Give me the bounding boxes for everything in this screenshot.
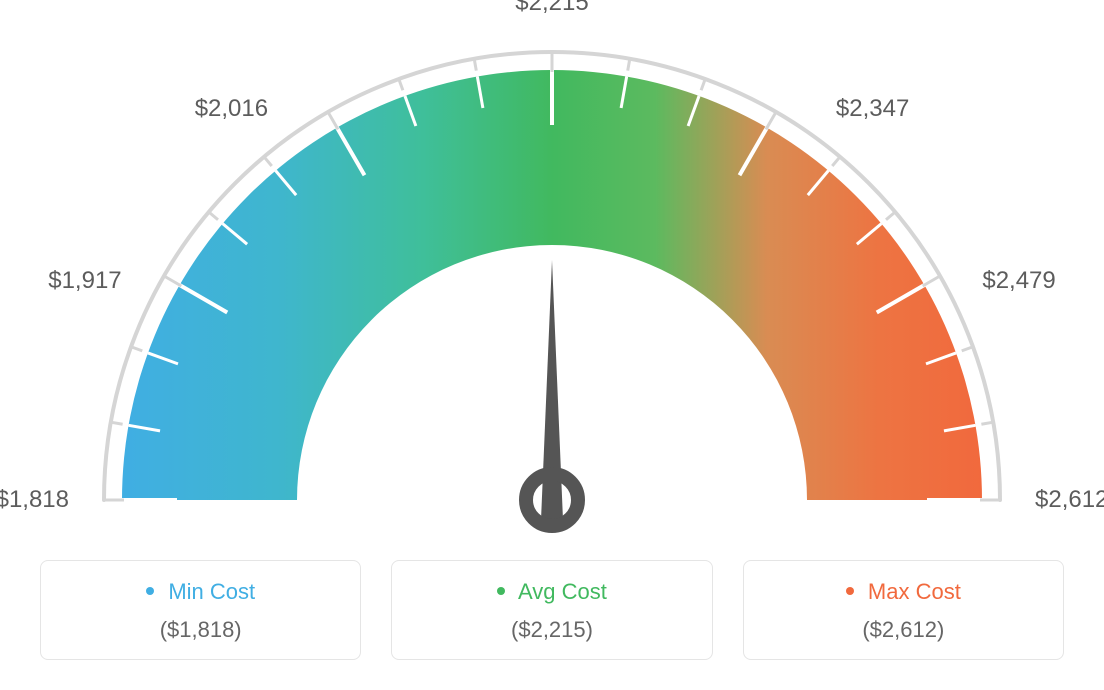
gauge-tick-label: $1,917 [48, 267, 121, 295]
legend-card-avg: Avg Cost ($2,215) [391, 560, 712, 660]
gauge-tick-label: $2,612 [1035, 486, 1104, 514]
legend-dot-max [846, 587, 854, 595]
legend-title-text-avg: Avg Cost [518, 579, 607, 604]
legend-title-avg: Avg Cost [402, 579, 701, 605]
gauge-tick-label: $1,818 [0, 486, 69, 514]
gauge-tick-label: $2,215 [515, 0, 588, 17]
legend-title-text-max: Max Cost [868, 579, 961, 604]
legend-value-max: ($2,612) [754, 617, 1053, 643]
gauge-tick-label: $2,479 [982, 267, 1055, 295]
chart-container: $1,818 $1,917 $2,016 $2,215 $2,347 $2,479 $2,6… [0, 0, 1104, 690]
legend-row: Min Cost ($1,818) Avg Cost ($2,215) Max … [40, 560, 1064, 660]
gauge-tick-label: $2,016 [195, 95, 268, 123]
legend-dot-min [146, 587, 154, 595]
legend-card-max: Max Cost ($2,612) [743, 560, 1064, 660]
legend-title-text-min: Min Cost [168, 579, 255, 604]
legend-value-min: ($1,818) [51, 617, 350, 643]
legend-value-avg: ($2,215) [402, 617, 701, 643]
gauge-tick-label: $2,347 [836, 95, 909, 123]
legend-dot-avg [497, 587, 505, 595]
legend-title-min: Min Cost [51, 579, 350, 605]
legend-title-max: Max Cost [754, 579, 1053, 605]
gauge-area: $1,818 $1,917 $2,016 $2,215 $2,347 $2,479 $2,6… [0, 0, 1104, 540]
legend-card-min: Min Cost ($1,818) [40, 560, 361, 660]
